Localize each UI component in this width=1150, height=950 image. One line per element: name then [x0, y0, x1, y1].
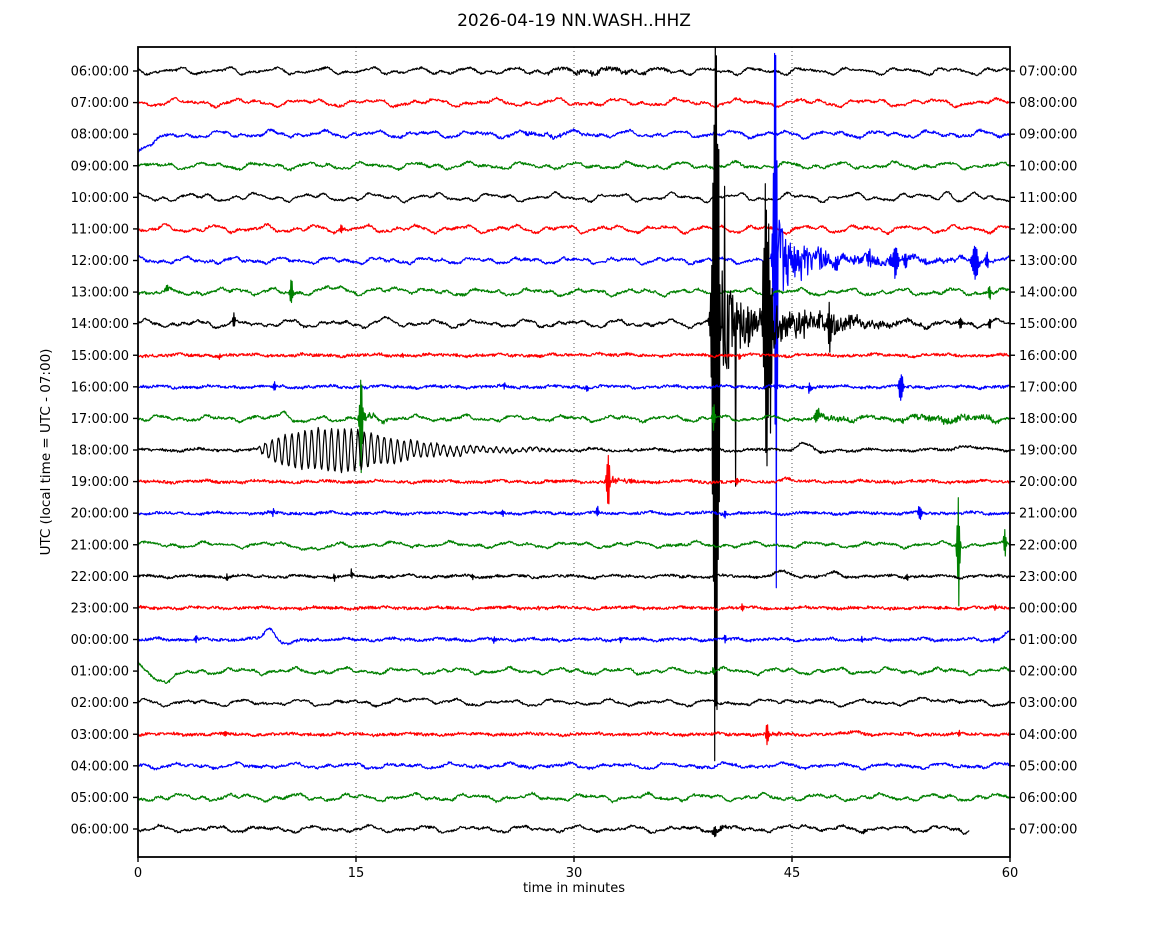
- trace-row-17-23:00:00: [138, 603, 1010, 612]
- trace-row-18-00:00:00: [138, 627, 1010, 646]
- trace-row-13-19:00:00: [138, 454, 1010, 505]
- utc-label-23: 05:00:00: [71, 791, 129, 806]
- trace-row-16-22:00:00: [138, 568, 1010, 582]
- trace-row-7-13:00:00: [138, 279, 1010, 304]
- trace-row-14-20:00:00: [138, 505, 1010, 521]
- utc-label-7: 13:00:00: [71, 286, 129, 301]
- x-tick-label-15: 15: [348, 866, 365, 881]
- trace-row-22-04:00:00: [138, 761, 1010, 771]
- trace-row-4-10:00:00: [138, 190, 1010, 204]
- utc-label-10: 16:00:00: [71, 380, 129, 395]
- trace-row-19-01:00:00: [138, 661, 1010, 685]
- row-labels-layer: 06:00:00 07:00:00 07:00:00 08:00:00 08:00:00…: [71, 65, 1078, 838]
- utc-label-8: 14:00:00: [71, 317, 129, 332]
- local-label-12: 19:00:00: [1019, 444, 1077, 459]
- local-label-16: 23:00:00: [1019, 570, 1077, 585]
- trace-row-23-05:00:00: [138, 791, 1010, 804]
- x-tick-label-45: 45: [784, 866, 801, 881]
- local-label-21: 04:00:00: [1019, 728, 1077, 743]
- local-label-8: 15:00:00: [1019, 317, 1077, 332]
- trace-row-12-18:00:00: [138, 426, 1010, 474]
- page-title: 2026-04-19 NN.WASH..HHZ: [457, 11, 691, 31]
- axes-box: [137, 46, 1011, 858]
- trace-row-11-17:00:00: [138, 379, 1010, 474]
- utc-label-6: 12:00:00: [71, 254, 129, 269]
- x-tick-label-30: 30: [566, 866, 583, 881]
- trace-row-21-03:00:00: [138, 724, 1010, 746]
- utc-label-15: 21:00:00: [71, 538, 129, 553]
- trace-row-8-14:00:00: [138, 47, 1010, 762]
- local-label-2: 09:00:00: [1019, 128, 1077, 143]
- utc-label-0: 06:00:00: [71, 65, 129, 80]
- local-label-14: 21:00:00: [1019, 507, 1077, 522]
- local-label-0: 07:00:00: [1019, 65, 1077, 80]
- utc-label-5: 11:00:00: [71, 222, 129, 237]
- utc-label-19: 01:00:00: [71, 665, 129, 680]
- x-tick-label-0: 0: [134, 866, 142, 881]
- utc-label-3: 09:00:00: [71, 159, 129, 174]
- utc-label-24: 06:00:00: [71, 823, 129, 838]
- utc-label-12: 18:00:00: [71, 444, 129, 459]
- utc-label-21: 03:00:00: [71, 728, 129, 743]
- trace-row-15-21:00:00: [138, 497, 1010, 607]
- trace-row-3-09:00:00: [138, 159, 1010, 172]
- local-label-11: 18:00:00: [1019, 412, 1077, 427]
- trace-row-0-06:00:00: [138, 66, 1010, 77]
- local-label-3: 10:00:00: [1019, 159, 1077, 174]
- local-label-17: 00:00:00: [1019, 601, 1077, 616]
- utc-label-4: 10:00:00: [71, 191, 129, 206]
- utc-label-14: 20:00:00: [71, 507, 129, 522]
- local-label-23: 06:00:00: [1019, 791, 1077, 806]
- utc-label-18: 00:00:00: [71, 633, 129, 648]
- local-label-19: 02:00:00: [1019, 665, 1077, 680]
- utc-label-17: 23:00:00: [71, 601, 129, 616]
- trace-row-6-12:00:00: [138, 52, 1010, 589]
- local-label-20: 03:00:00: [1019, 696, 1077, 711]
- x-axis-layer: 0 15 30 45 60: [134, 857, 1018, 881]
- utc-label-16: 22:00:00: [71, 570, 129, 585]
- utc-label-22: 04:00:00: [71, 759, 129, 774]
- local-label-9: 16:00:00: [1019, 349, 1077, 364]
- y-axis-label: UTC (local time = UTC - 07:00): [38, 348, 54, 556]
- local-label-4: 11:00:00: [1019, 191, 1077, 206]
- utc-label-20: 02:00:00: [71, 696, 129, 711]
- trace-row-10-16:00:00: [138, 374, 1010, 401]
- traces-layer: [138, 47, 1010, 838]
- local-label-1: 08:00:00: [1019, 96, 1077, 111]
- local-label-10: 17:00:00: [1019, 380, 1077, 395]
- utc-label-11: 17:00:00: [71, 412, 129, 427]
- local-label-7: 14:00:00: [1019, 286, 1077, 301]
- local-label-15: 22:00:00: [1019, 538, 1077, 553]
- local-label-24: 07:00:00: [1019, 823, 1077, 838]
- local-label-13: 20:00:00: [1019, 475, 1077, 490]
- trace-row-20-02:00:00: [138, 696, 1010, 708]
- utc-label-1: 07:00:00: [71, 96, 129, 111]
- x-tick-label-60: 60: [1002, 866, 1019, 881]
- local-label-5: 12:00:00: [1019, 222, 1077, 237]
- utc-label-9: 15:00:00: [71, 349, 129, 364]
- local-label-22: 05:00:00: [1019, 759, 1077, 774]
- local-label-18: 01:00:00: [1019, 633, 1077, 648]
- trace-row-5-11:00:00: [138, 223, 1010, 236]
- x-axis-label: time in minutes: [522, 881, 626, 896]
- local-label-6: 13:00:00: [1019, 254, 1077, 269]
- trace-row-24-06:00:00: [138, 823, 970, 838]
- trace-row-2-08:00:00: [138, 128, 1010, 153]
- utc-label-13: 19:00:00: [71, 475, 129, 490]
- trace-row-1-07:00:00: [138, 96, 1010, 109]
- utc-label-2: 08:00:00: [71, 128, 129, 143]
- trace-row-9-15:00:00: [138, 351, 1010, 360]
